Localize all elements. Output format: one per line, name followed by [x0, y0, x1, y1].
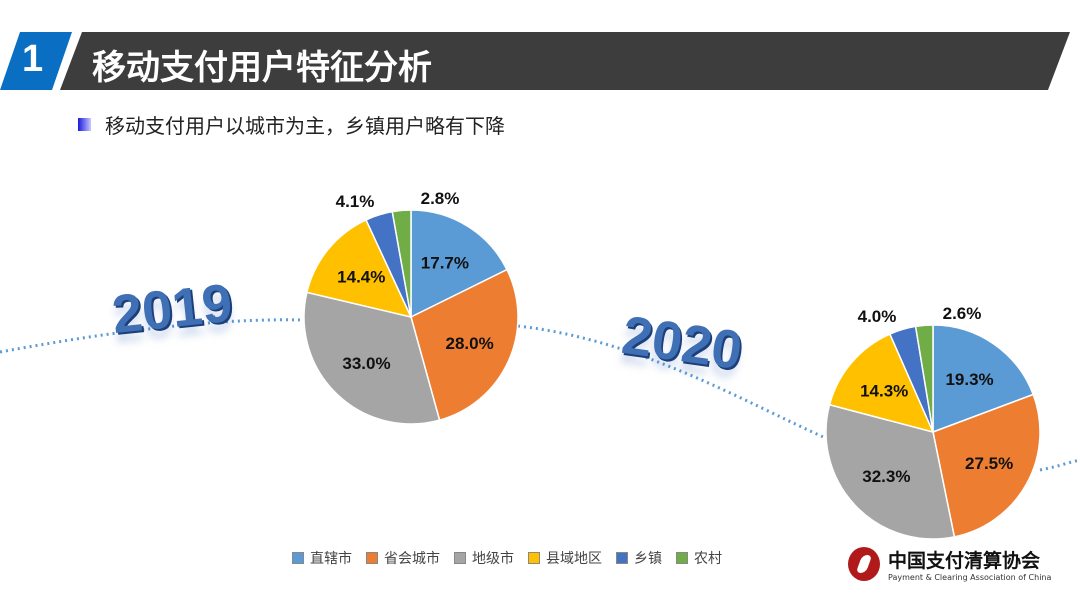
pie-slice	[410, 209, 508, 319]
data-label: 4.0%	[858, 307, 897, 326]
data-label: 14.3%	[860, 381, 908, 400]
legend: 直辖市 省会城市 地级市 县域地区 乡镇 农村	[292, 548, 722, 568]
pie-slice	[303, 291, 441, 425]
section-number: 1	[0, 32, 72, 90]
logo-name: 中国支付清算协会	[888, 550, 1041, 572]
section-number-text: 1	[22, 38, 44, 80]
legend-item: 农村	[676, 548, 722, 568]
legend-item: 县域地区	[528, 548, 602, 568]
legend-swatch	[676, 552, 688, 564]
pie-slice	[914, 324, 934, 433]
pie-slice	[305, 218, 413, 319]
data-label: 2.8%	[421, 189, 460, 208]
data-label: 19.3%	[945, 370, 993, 389]
legend-item: 直辖市	[292, 548, 352, 568]
legend-swatch	[528, 552, 540, 564]
data-label: 2.6%	[943, 304, 982, 323]
legend-swatch	[292, 552, 304, 564]
bullet-icon	[78, 118, 91, 131]
logo: 中国支付清算协会 Payment & Clearing Association o…	[848, 546, 1051, 582]
logo-english: Payment & Clearing Association of China	[888, 573, 1052, 582]
data-label: 32.3%	[862, 467, 910, 486]
pie-slice	[828, 333, 935, 434]
data-label: 33.0%	[342, 354, 390, 373]
pie-slice	[410, 268, 519, 422]
pie-slice	[825, 403, 956, 540]
page-title: 移动支付用户特征分析	[92, 48, 432, 88]
timeline-curve	[0, 318, 1080, 472]
subtitle-text: 移动支付用户以城市为主，乡镇用户略有下降	[105, 114, 505, 138]
legend-swatch	[454, 552, 466, 564]
data-label: 17.7%	[421, 253, 469, 272]
data-label: 4.1%	[336, 192, 375, 211]
legend-item: 地级市	[454, 548, 514, 568]
pie-slice	[932, 324, 1035, 434]
pie-slice	[391, 209, 412, 318]
legend-swatch	[366, 552, 378, 564]
data-label: 27.5%	[965, 454, 1013, 473]
legend-item: 乡镇	[616, 548, 662, 568]
data-label: 28.0%	[445, 334, 493, 353]
data-label: 14.4%	[337, 267, 385, 286]
legend-item: 省会城市	[366, 548, 440, 568]
pie-slice	[932, 393, 1041, 538]
title-banner: 移动支付用户特征分析	[60, 32, 1070, 90]
logo-mark-icon	[848, 547, 880, 581]
subtitle: 移动支付用户以城市为主，乡镇用户略有下降	[78, 110, 505, 139]
legend-swatch	[616, 552, 628, 564]
year-2019: 2019	[109, 272, 235, 346]
